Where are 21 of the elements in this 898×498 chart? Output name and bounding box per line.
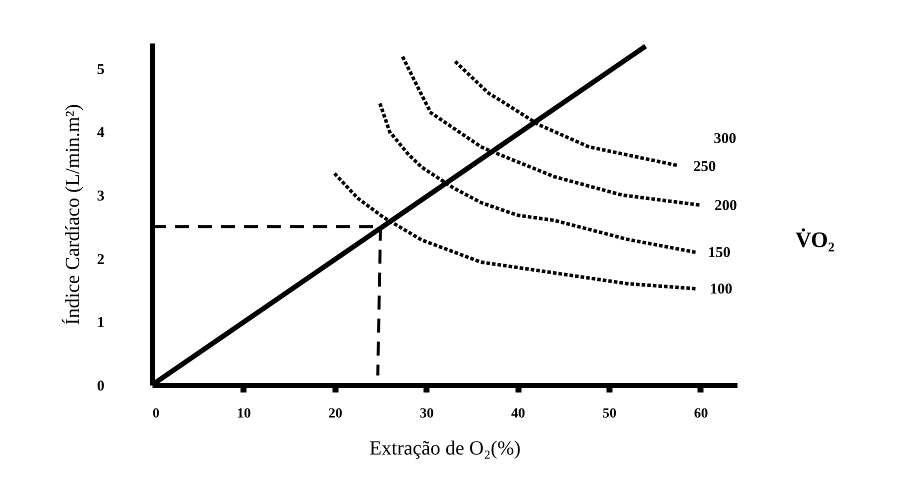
y-tick-label: 3: [97, 188, 104, 204]
x-tick-label: 40: [511, 406, 526, 422]
x-tick-label: 20: [328, 406, 342, 422]
annotation: 300: [714, 131, 736, 147]
y-tick-label: 0: [97, 378, 104, 394]
x-tick-label: 50: [602, 406, 617, 422]
series-label: 200: [714, 198, 737, 214]
x-tick-label: 60: [694, 406, 708, 422]
x-tick-label: 0: [152, 406, 160, 422]
series-label: 100: [710, 282, 732, 298]
y-tick-label: 4: [97, 125, 105, 142]
y-tick-label: 5: [97, 62, 104, 78]
text: V̇O₂: [795, 227, 835, 252]
x-tick-label: 10: [236, 406, 251, 422]
x-tick-label: 30: [420, 406, 434, 422]
series-label: 250: [693, 158, 716, 175]
series-label: 150: [708, 245, 731, 261]
y-axis-title: Índice Cardíaco (L/min.m²): [61, 104, 84, 325]
y-tick-label: 2: [97, 252, 104, 268]
x-axis-title: Extração de O₂(%): [369, 438, 521, 460]
y-tick-label: 1: [97, 315, 104, 332]
